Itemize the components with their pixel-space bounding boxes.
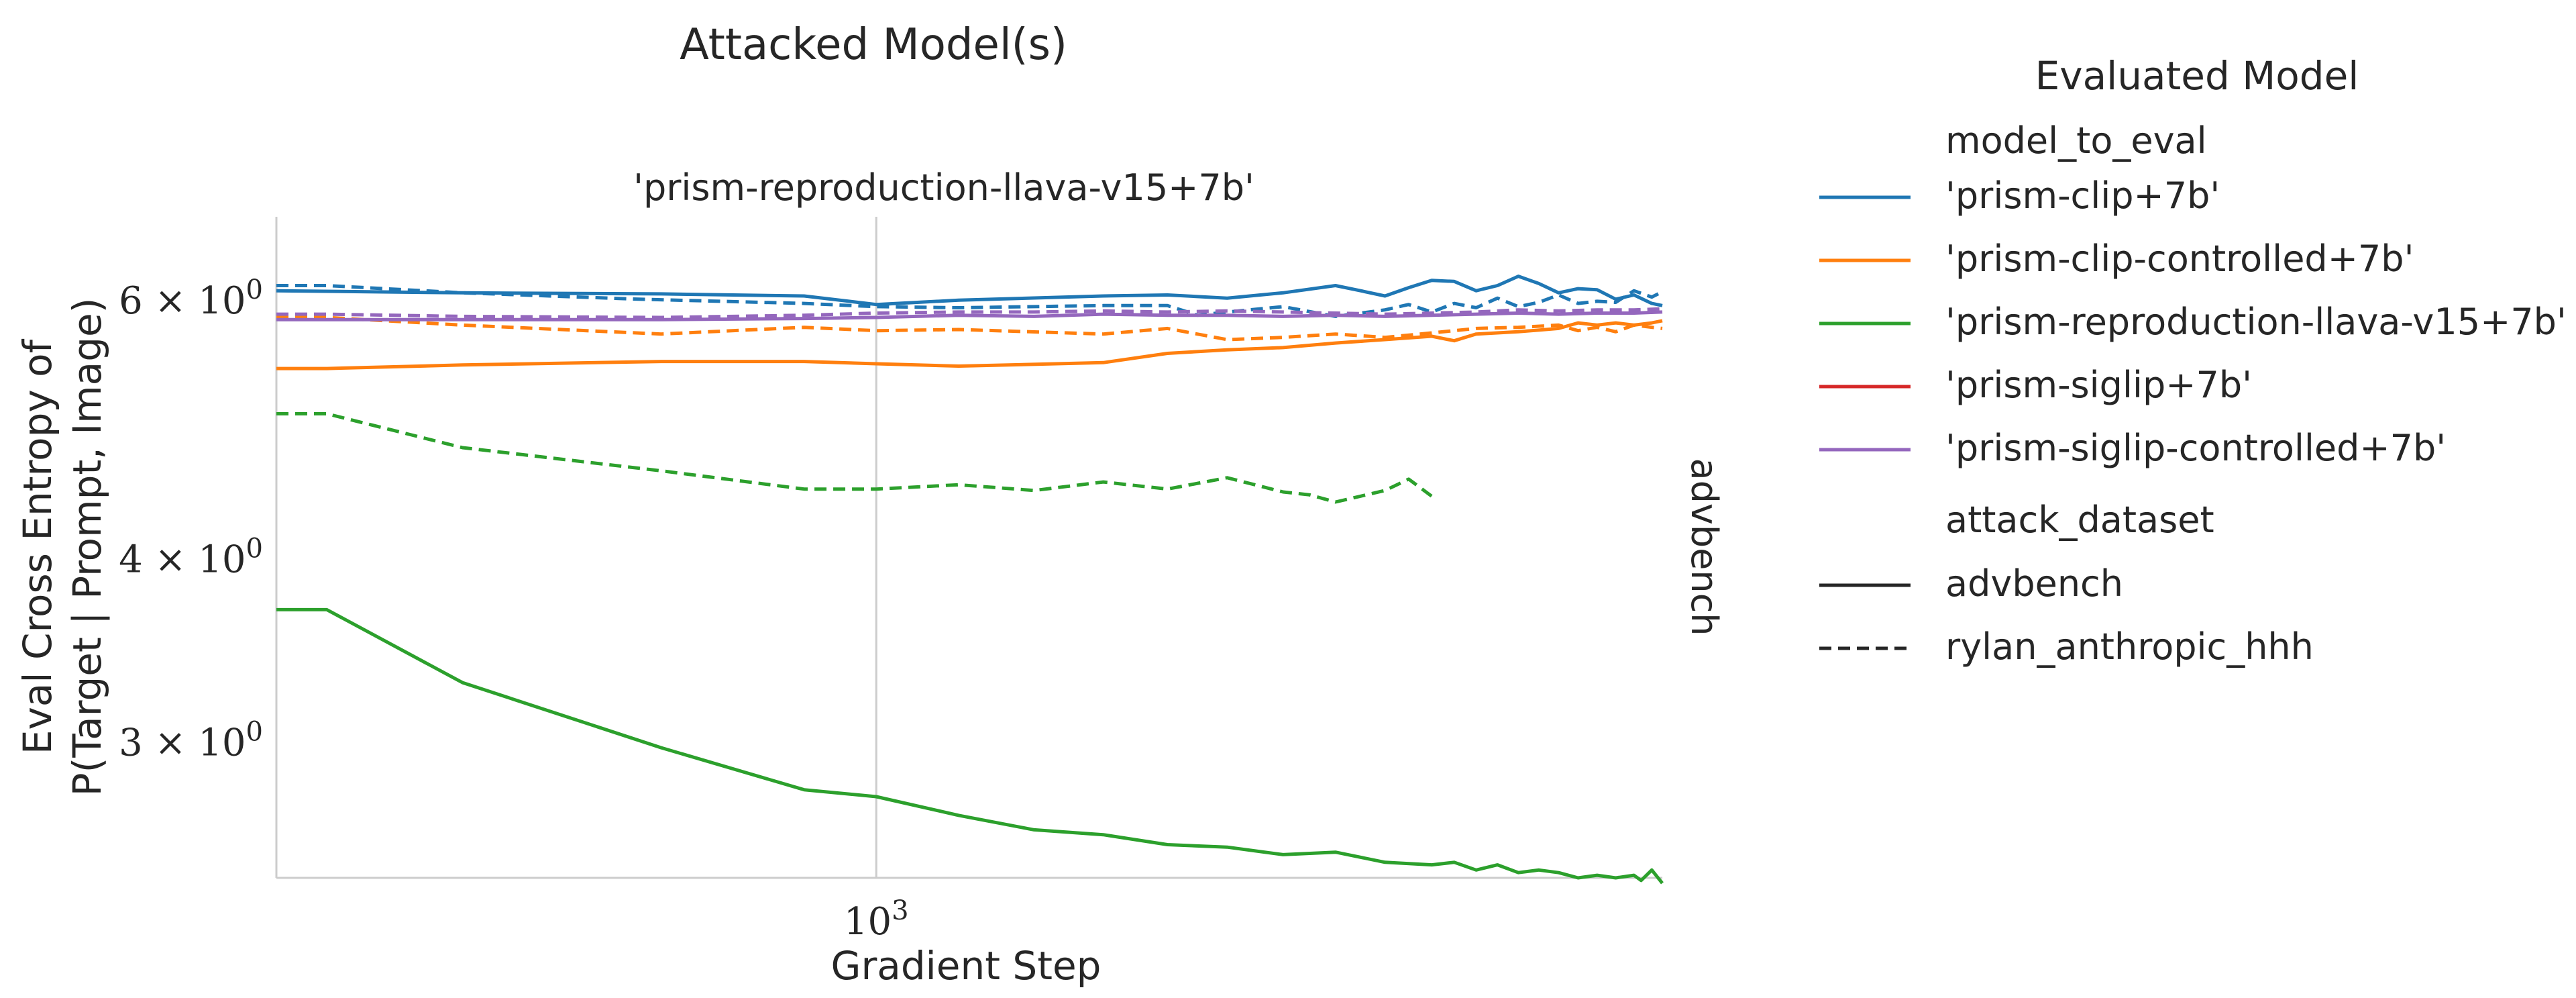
row-label: advbench [1683, 458, 1725, 636]
series-line-dashed [276, 412, 1433, 504]
x-tick-label: 103 [844, 895, 909, 944]
legend: Evaluated Model model_to_eval 'prism-cli… [1819, 53, 2567, 668]
row-label-text: advbench [1683, 458, 1725, 636]
legend-style-label: advbench [1945, 562, 2123, 605]
y-tick-label: 6 × 100 [119, 275, 263, 323]
y-axis-label-line2: P(Target | Prompt, Image) [64, 298, 110, 797]
legend-title: Evaluated Model [2035, 53, 2359, 99]
legend-label: 'prism-siglip+7b' [1945, 364, 2252, 406]
series-line-solid [276, 275, 1663, 307]
legend-hue-entries: 'prism-clip+7b' 'prism-clip-controlled+7b… [1819, 174, 2567, 469]
series-line-solid [276, 607, 1664, 885]
y-axis-label: Eval Cross Entropy of P(Target | Prompt,… [15, 298, 110, 797]
series-line-solid [276, 310, 1663, 321]
legend-label: 'prism-clip+7b' [1945, 174, 2220, 217]
x-axis-label: Gradient Step [831, 943, 1102, 989]
legend-style-label: rylan_anthropic_hhh [1945, 626, 2314, 668]
series-line-solid [276, 319, 1663, 370]
chart-suptitle: Attacked Model(s) [680, 20, 1067, 70]
legend-hue-title: model_to_eval [1945, 119, 2207, 162]
legend-label: 'prism-siglip-controlled+7b' [1945, 427, 2446, 469]
series-layer [276, 275, 1664, 885]
legend-label: 'prism-reproduction-llava-v15+7b' [1945, 301, 2567, 343]
series-line-dashed [276, 284, 1664, 318]
y-tick-label: 3 × 100 [119, 717, 263, 765]
chart-title: 'prism-reproduction-llava-v15+7b' [633, 166, 1254, 209]
legend-style-entries: advbench rylan_anthropic_hhh [1819, 562, 2314, 668]
axes [275, 217, 1662, 879]
y-tick-label: 4 × 100 [119, 533, 263, 581]
series-line-dashed [276, 307, 1663, 319]
series-line-dashed [276, 315, 1663, 342]
tick-labels: 103 6 × 100 4 × 100 3 × 100 [119, 275, 908, 944]
legend-style-title: attack_dataset [1945, 499, 2214, 541]
legend-label: 'prism-clip-controlled+7b' [1945, 238, 2414, 280]
y-axis-label-line1: Eval Cross Entropy of [15, 338, 60, 754]
